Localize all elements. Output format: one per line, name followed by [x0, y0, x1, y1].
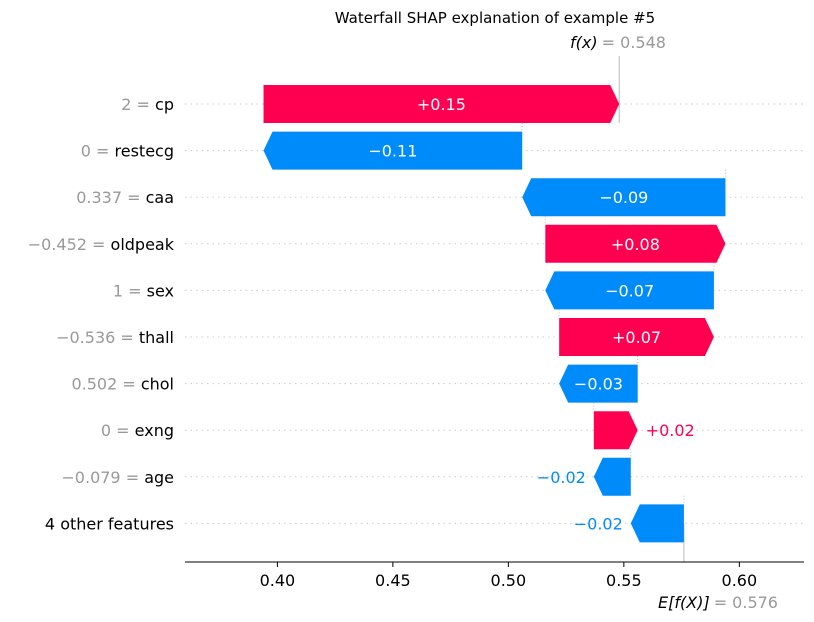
x-tick-label: 0.40 [260, 571, 296, 590]
feature-name: caa [146, 188, 174, 207]
bar-value-label: −0.02 [537, 468, 586, 487]
bars: +0.15 −0.11 −0.09 +0.08 −0.07 +0.07 −0.03 +0.02… [263, 85, 726, 543]
feature-label: 4 other features [45, 514, 174, 533]
efx-label: E[f(X)] [658, 593, 710, 612]
feature-label: 0 = restecg [81, 142, 174, 161]
feature-labels: 2 = cp 0 = restecg 0.337 = caa −0.452 = old… [28, 95, 175, 533]
bar-value-label: +0.08 [611, 235, 660, 254]
bar-value-label: −0.02 [574, 514, 623, 533]
waterfall-bar [263, 131, 523, 170]
feature-value: −0.536 = [56, 328, 139, 347]
bar-value-label: +0.07 [612, 328, 661, 347]
bar-value-label: −0.09 [599, 188, 648, 207]
feature-value: 0 = [101, 421, 135, 440]
bar-value-label: +0.02 [646, 421, 695, 440]
waterfall-bar [545, 271, 714, 310]
x-tick-label: 0.60 [722, 571, 758, 590]
feature-label: 0 = exng [101, 421, 174, 440]
feature-value: 0 = [81, 142, 115, 161]
feature-name: 4 other features [45, 514, 174, 533]
feature-name: cp [155, 95, 174, 114]
fx-annotation: f(x) = 0.548 [570, 33, 666, 52]
feature-value: 1 = [113, 281, 147, 300]
x-tick-label: 0.55 [606, 571, 642, 590]
fx-label: f(x) [570, 33, 598, 52]
feature-label: 0.337 = caa [76, 188, 174, 207]
chart-title: Waterfall SHAP explanation of example #5 [335, 9, 655, 27]
feature-name: restecg [115, 142, 174, 161]
feature-label: 0.502 = chol [71, 375, 174, 394]
waterfall-bar [593, 411, 638, 450]
bar-value-label: +0.15 [417, 95, 466, 114]
bar-value-label: −0.07 [605, 281, 654, 300]
feature-label: −0.536 = thall [56, 328, 174, 347]
waterfall-bar [559, 364, 638, 403]
feature-value: −0.079 = [61, 468, 144, 487]
waterfall-bar [263, 85, 620, 123]
bar-value-label: −0.11 [368, 142, 417, 161]
x-tick-label: 0.45 [375, 571, 411, 590]
feature-value: 2 = [121, 95, 155, 114]
efx-value: = 0.576 [714, 593, 778, 612]
bar-value-label: −0.03 [574, 375, 623, 394]
feature-name: sex [147, 281, 174, 300]
feature-label: −0.452 = oldpeak [28, 235, 175, 254]
feature-label: −0.079 = age [61, 468, 174, 487]
waterfall-bar [559, 318, 714, 356]
fx-value: = 0.548 [602, 33, 666, 52]
feature-name: oldpeak [111, 235, 175, 254]
feature-value: −0.452 = [28, 235, 111, 254]
feature-label: 2 = cp [121, 95, 174, 114]
efx-annotation: E[f(X)] = 0.576 [658, 593, 778, 612]
waterfall-bar [593, 457, 631, 496]
waterfall-bar [545, 224, 726, 263]
waterfall-bar [522, 178, 726, 217]
feature-label: 1 = sex [113, 281, 174, 300]
feature-value: 0.502 = [71, 375, 140, 394]
feature-value: 0.337 = [76, 188, 145, 207]
feature-name: age [144, 468, 174, 487]
feature-name: exng [135, 421, 174, 440]
x-axis: 0.40 0.45 0.50 0.55 0.60 [185, 561, 804, 590]
feature-name: thall [139, 328, 174, 347]
feature-name: chol [141, 375, 174, 394]
x-tick-label: 0.50 [491, 571, 527, 590]
waterfall-bar [630, 504, 684, 543]
